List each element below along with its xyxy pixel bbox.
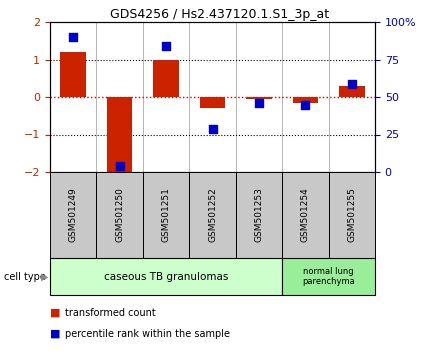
- Text: cell type: cell type: [4, 272, 46, 281]
- Text: GSM501252: GSM501252: [208, 188, 217, 242]
- Bar: [189, 172, 236, 258]
- Bar: [282, 172, 329, 258]
- Text: normal lung
parenchyma: normal lung parenchyma: [302, 267, 355, 286]
- Bar: [339, 86, 365, 97]
- Text: ■: ■: [50, 308, 60, 318]
- Text: ■: ■: [50, 329, 60, 339]
- Bar: [60, 52, 86, 97]
- Text: GSM501253: GSM501253: [254, 188, 264, 242]
- Text: GSM501254: GSM501254: [301, 188, 310, 242]
- Text: GSM501250: GSM501250: [115, 188, 124, 242]
- Text: GSM501251: GSM501251: [161, 188, 171, 242]
- Bar: [107, 97, 132, 176]
- Bar: [143, 172, 189, 258]
- Text: transformed count: transformed count: [66, 308, 156, 318]
- Bar: [236, 172, 282, 258]
- Bar: [50, 172, 96, 258]
- Bar: [153, 59, 179, 97]
- Point: [255, 100, 262, 105]
- Bar: [96, 172, 143, 258]
- Point: [70, 34, 77, 40]
- Text: GSM501255: GSM501255: [347, 188, 356, 242]
- Bar: [50, 258, 282, 295]
- Point: [116, 164, 123, 169]
- Point: [209, 126, 216, 132]
- Bar: [282, 258, 375, 295]
- Bar: [200, 97, 225, 108]
- Point: [162, 44, 169, 49]
- Bar: [329, 172, 375, 258]
- Text: GSM501249: GSM501249: [69, 188, 78, 242]
- Bar: [293, 97, 318, 103]
- Point: [348, 81, 356, 87]
- Bar: [246, 97, 271, 99]
- Text: ▶: ▶: [41, 272, 49, 281]
- Point: [302, 102, 309, 107]
- Text: caseous TB granulomas: caseous TB granulomas: [104, 272, 228, 281]
- Text: percentile rank within the sample: percentile rank within the sample: [66, 329, 231, 339]
- Text: GDS4256 / Hs2.437120.1.S1_3p_at: GDS4256 / Hs2.437120.1.S1_3p_at: [110, 8, 330, 21]
